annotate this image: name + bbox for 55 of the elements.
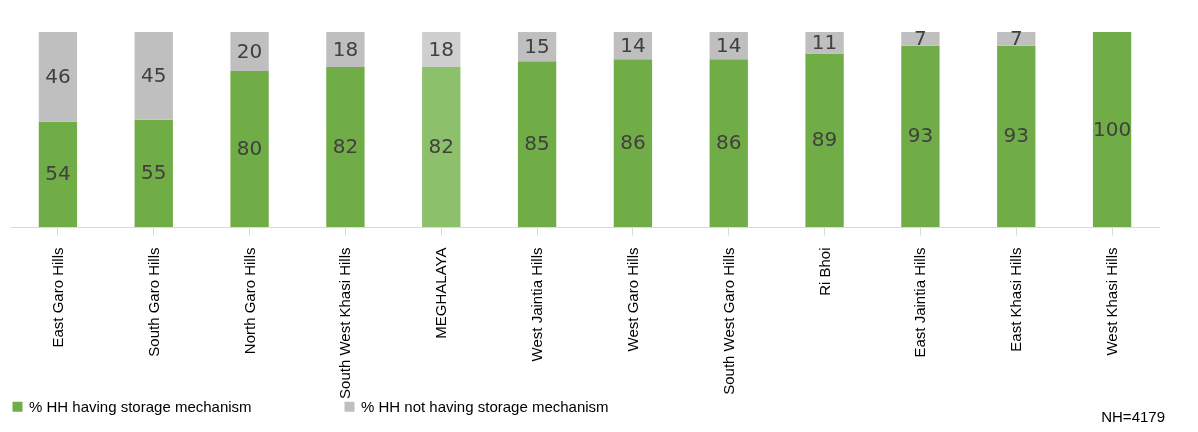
text: NH=4179 bbox=[1101, 408, 1165, 425]
data-label: 93 bbox=[1003, 123, 1029, 148]
x-tick-label: East Jaintia Hills bbox=[911, 247, 929, 358]
x-tick-label: East Garo Hills bbox=[48, 247, 66, 348]
data-label: 46 bbox=[45, 63, 71, 88]
data-label: 82 bbox=[332, 134, 359, 159]
data-label: 54 bbox=[45, 161, 71, 186]
data-label: 18 bbox=[428, 36, 454, 61]
x-tick-label: North Garo Hills bbox=[240, 247, 258, 355]
data-label: 7 bbox=[1009, 25, 1023, 50]
data-label: 80 bbox=[236, 136, 263, 160]
x-tick-label: East Khasi Hills bbox=[1007, 247, 1025, 352]
bar bbox=[230, 71, 269, 227]
bar bbox=[134, 32, 173, 120]
x-tick-label: Ri Bhoi bbox=[815, 247, 833, 296]
data-label: 93 bbox=[907, 123, 934, 148]
legend-label: % HH having storage mechanism bbox=[29, 397, 252, 415]
bar bbox=[901, 32, 940, 46]
data-label: 18 bbox=[332, 36, 359, 61]
data-label: 89 bbox=[811, 127, 838, 152]
data-label: 100 bbox=[1092, 116, 1132, 141]
data-label: 14 bbox=[620, 32, 646, 57]
x-tick-label: South West Khasi Hills bbox=[336, 247, 354, 399]
bar bbox=[326, 67, 365, 227]
data-label: 86 bbox=[620, 130, 646, 155]
data-label: 55 bbox=[141, 160, 167, 185]
bar bbox=[422, 67, 461, 227]
x-tick-label: South Garo Hills bbox=[144, 247, 162, 357]
legend-label: % HH not having storage mechanism bbox=[361, 397, 609, 415]
data-label: 15 bbox=[524, 33, 550, 58]
bar bbox=[709, 59, 748, 227]
bar bbox=[1092, 32, 1132, 227]
data-label: 20 bbox=[236, 38, 263, 63]
bar bbox=[517, 61, 557, 227]
bar bbox=[38, 121, 78, 227]
data-label: 11 bbox=[811, 29, 838, 54]
bar bbox=[38, 32, 78, 122]
data-label: 85 bbox=[524, 131, 550, 156]
bar bbox=[997, 45, 1036, 227]
x-tick-label: West Khasi Hills bbox=[1103, 247, 1121, 356]
x-tick-label: West Garo Hills bbox=[623, 247, 641, 352]
bar bbox=[997, 32, 1036, 46]
bar bbox=[613, 59, 653, 227]
x-tick-label: MEGHALAYA bbox=[432, 247, 450, 339]
x-tick-label: West Jaintia Hills bbox=[528, 247, 546, 362]
bar bbox=[901, 45, 940, 227]
bar bbox=[134, 119, 173, 227]
bar bbox=[230, 32, 269, 71]
x-tick-label: South West Garo Hills bbox=[719, 247, 737, 395]
data-label: 14 bbox=[716, 32, 742, 57]
data-label: 82 bbox=[428, 134, 454, 159]
data-label: 86 bbox=[716, 130, 742, 155]
data-label: 7 bbox=[914, 25, 927, 50]
data-label: 45 bbox=[141, 62, 167, 87]
bar bbox=[805, 53, 844, 227]
